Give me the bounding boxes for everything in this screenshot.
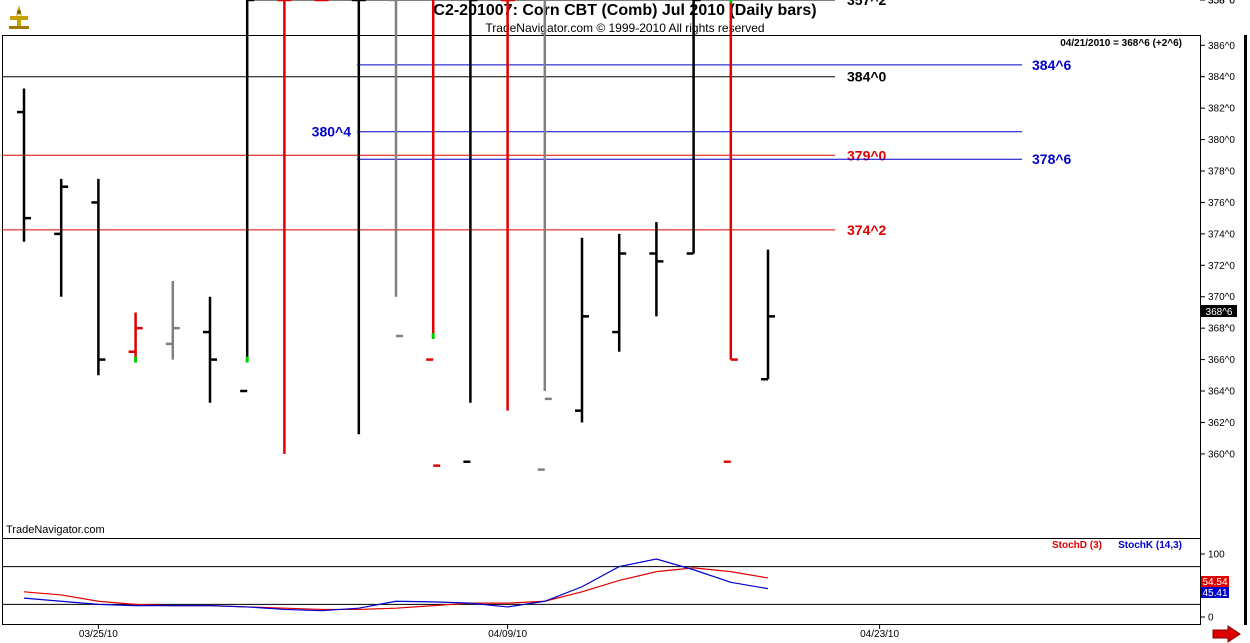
stoch-y-tick-label: 100 (1208, 550, 1225, 561)
price-bar (91, 178, 106, 376)
x-tick-label: 04/23/10 (860, 629, 899, 640)
y-tick-label: 356^0 (1208, 0, 1235, 7)
y-tick-label: 362^0 (1208, 418, 1235, 429)
scroll-right-arrow-icon[interactable] (1212, 625, 1241, 643)
trade-navigator-logo-icon (9, 5, 29, 29)
price-bar (575, 237, 589, 423)
price-bar (240, 0, 255, 393)
level-label: 357^2 (847, 0, 887, 8)
stochd-last-label: 54.54 (1202, 577, 1227, 588)
y-tick-label: 366^0 (1208, 355, 1235, 366)
legend-stochd: StochD (3) (1052, 540, 1102, 551)
watermark: TradeNavigator.com (6, 524, 105, 536)
stoch-pane-frame (2, 538, 1201, 625)
y-tick-label: 370^0 (1208, 292, 1235, 303)
stochk-last-box (1201, 587, 1229, 598)
y-tick-label: 374^0 (1208, 229, 1235, 240)
info-text: 04/21/2010 = 368^6 (+2^6) (1060, 38, 1182, 49)
y-tick-label: 372^0 (1208, 261, 1235, 272)
price-bar (165, 281, 180, 360)
price-bar (537, 0, 552, 471)
y-tick-label: 360^0 (1208, 449, 1235, 460)
price-bar (686, 0, 701, 255)
price-bar (17, 88, 31, 242)
y-tick-label: 380^0 (1208, 135, 1235, 146)
stoch-series-line (23, 567, 769, 611)
price-bar (389, 0, 403, 338)
chart-title: C2-201007: Corn CBT (Comb) Jul 2010 (Dai… (433, 2, 817, 19)
price-bar (612, 233, 627, 352)
level-label: 378^6 (1032, 151, 1072, 167)
y-tick-label: 382^0 (1208, 104, 1235, 115)
stoch-series-line (23, 558, 769, 612)
price-bar (723, 0, 738, 463)
price-bar (500, 0, 515, 411)
y-tick-label: 376^0 (1208, 198, 1235, 209)
price-bar (463, 0, 478, 463)
price-bar (54, 178, 69, 297)
last-price-box (1201, 305, 1237, 317)
level-label: 379^0 (847, 147, 887, 163)
level-label: 380^4 (312, 124, 352, 140)
y-tick-label: 358^0 (1208, 0, 1235, 7)
price-bar (761, 249, 775, 381)
y-tick-label: 384^0 (1208, 72, 1235, 83)
y-tick-label: 368^0 (1208, 324, 1235, 335)
x-tick-label: 04/09/10 (488, 629, 527, 640)
level-label: 374^2 (847, 222, 887, 238)
x-tick-label: 03/25/10 (79, 629, 118, 640)
level-label: 384^6 (1032, 57, 1072, 73)
right-border-strip (1244, 35, 1247, 625)
last-price-label: 368^6 (1206, 307, 1233, 318)
y-tick-label: 378^0 (1208, 167, 1235, 178)
price-pane-frame (2, 35, 1201, 539)
price-bar (203, 296, 217, 403)
price-bar (426, 0, 441, 467)
y-tick-label: 386^0 (1208, 41, 1235, 52)
legend-stochk: StochK (14,3) (1118, 540, 1182, 551)
stochd-last-box (1201, 576, 1229, 587)
price-bar (649, 222, 664, 317)
price-bar (351, 0, 366, 435)
y-tick-label: 364^0 (1208, 387, 1235, 398)
price-bar (128, 312, 143, 360)
stochk-last-label: 45.41 (1202, 588, 1227, 599)
stoch-y-tick-label: 0 (1208, 613, 1214, 624)
level-label: 384^0 (847, 69, 887, 85)
price-bar (277, 0, 292, 454)
